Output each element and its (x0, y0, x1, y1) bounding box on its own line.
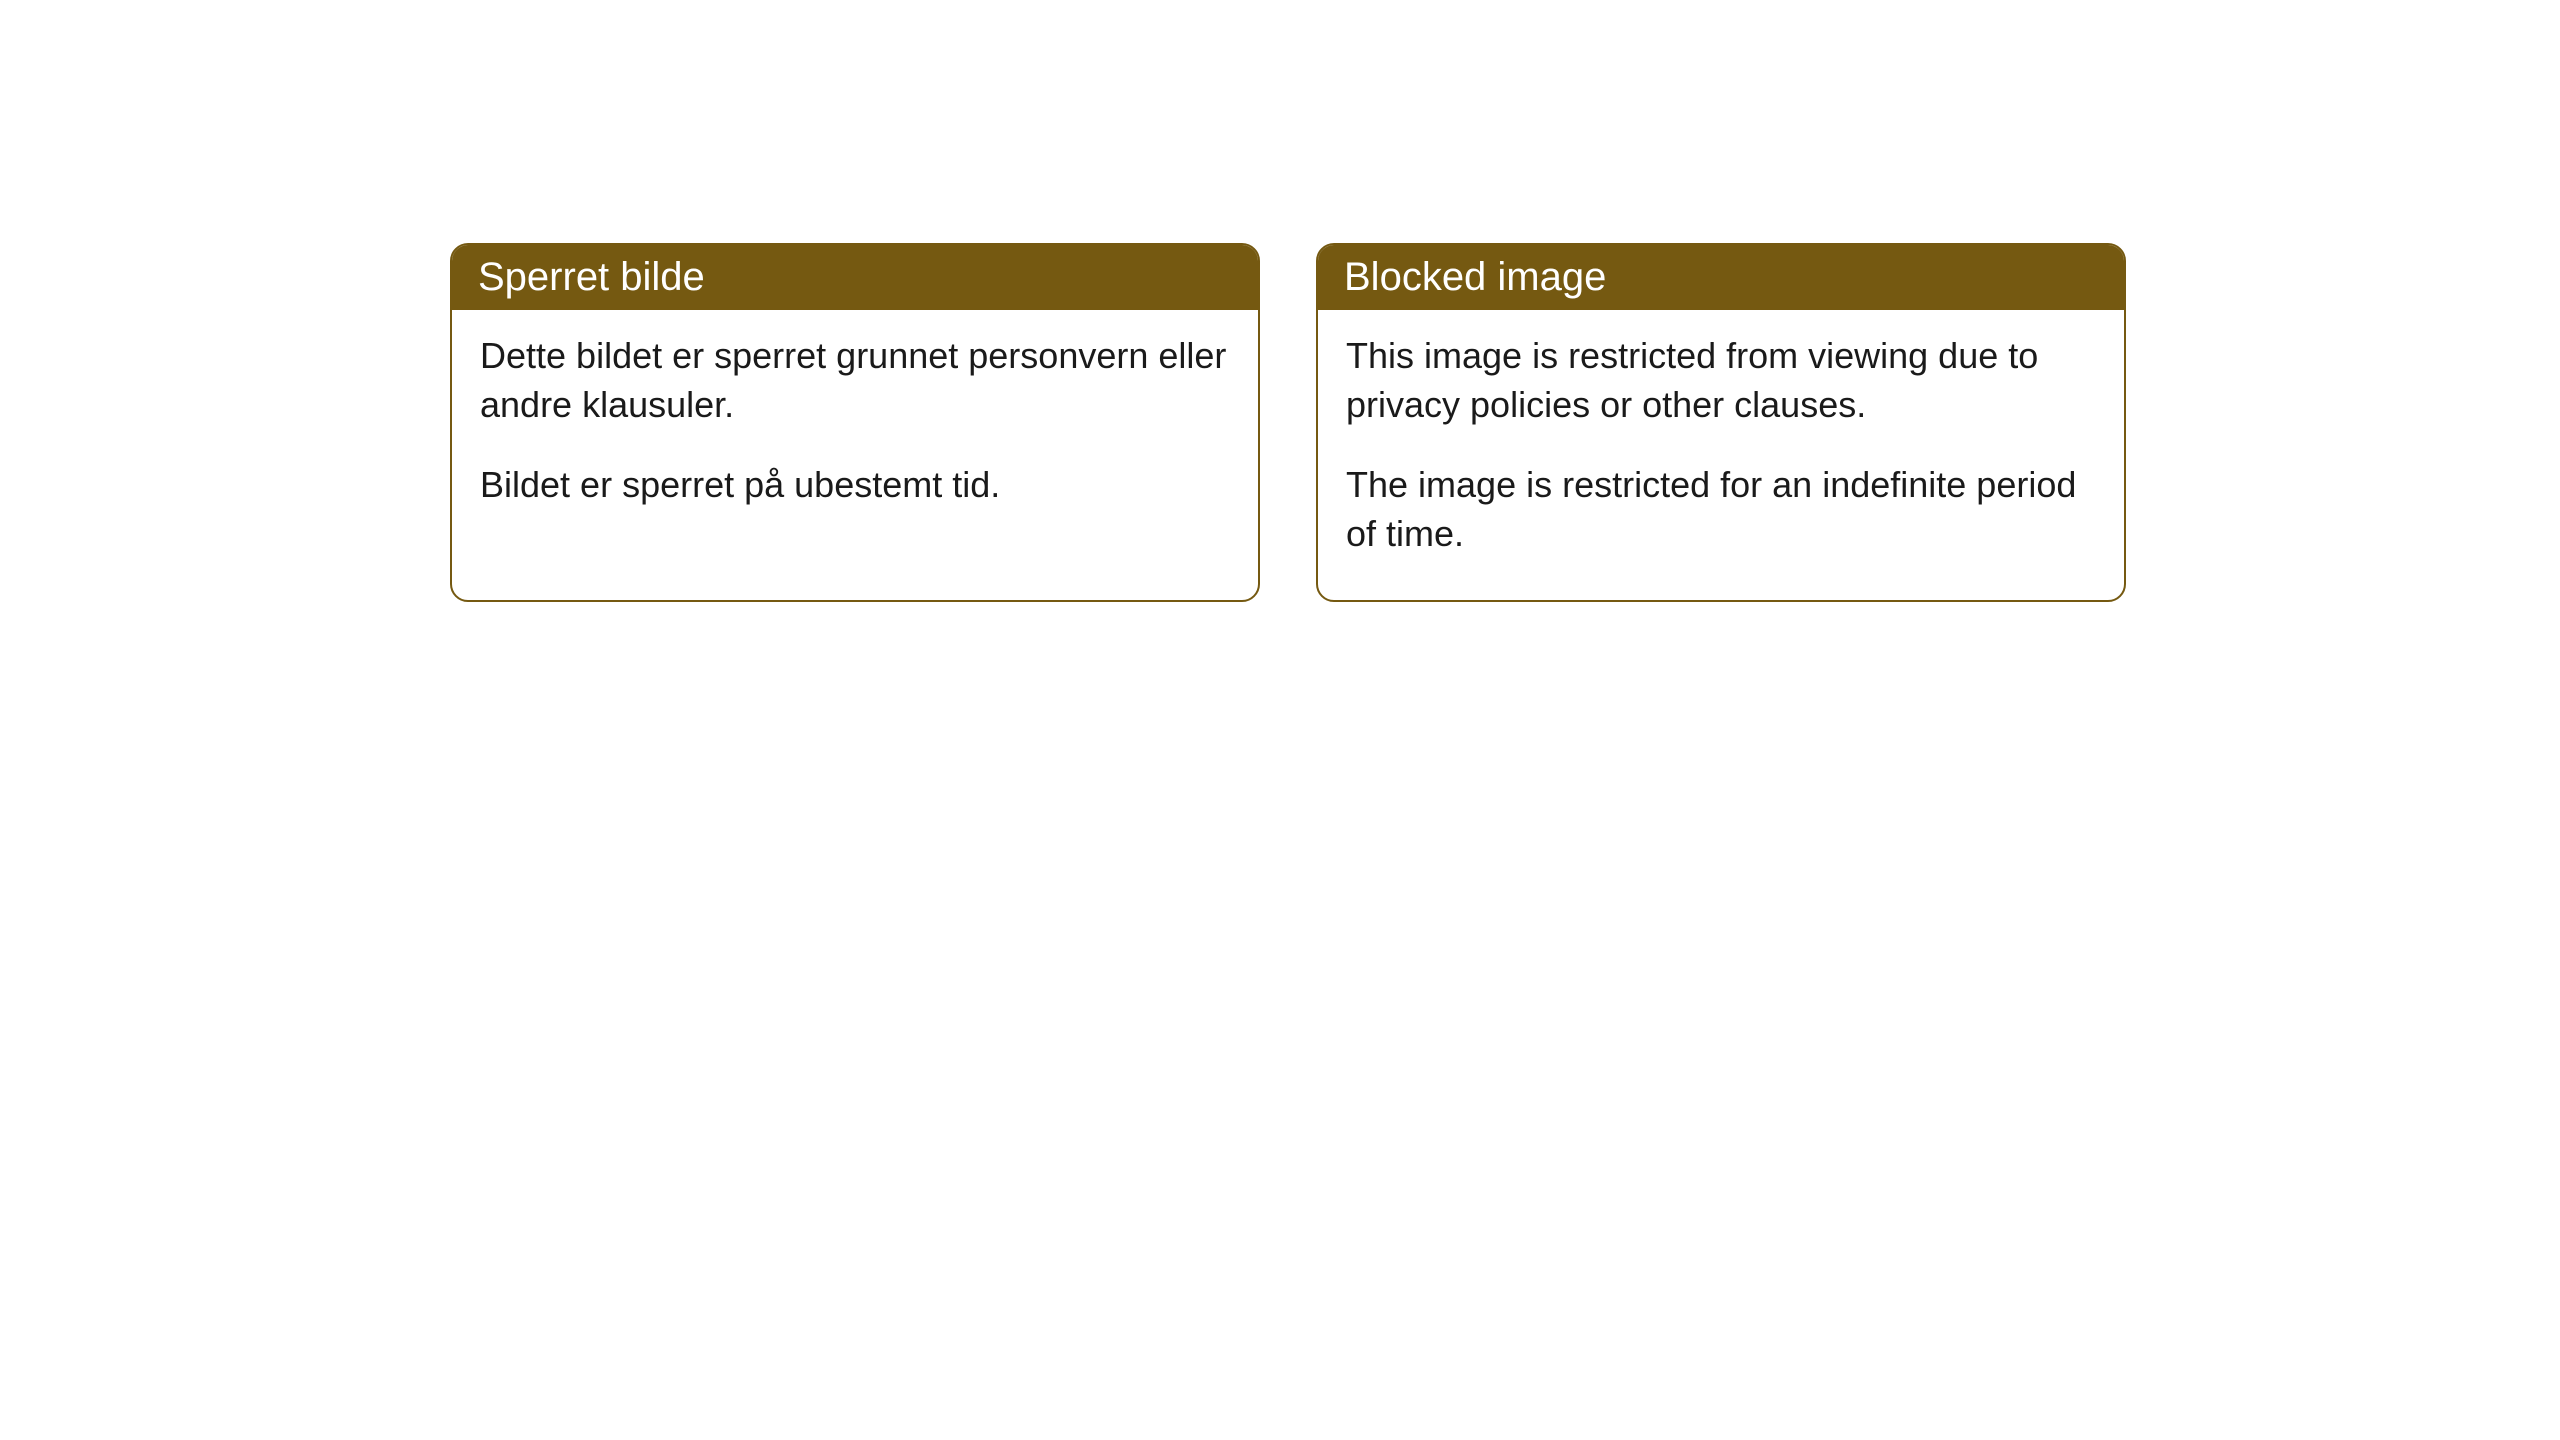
card-paragraph-2-english: The image is restricted for an indefinit… (1346, 461, 2096, 558)
card-title-norwegian: Sperret bilde (478, 255, 705, 299)
card-paragraph-2-norwegian: Bildet er sperret på ubestemt tid. (480, 461, 1230, 510)
notice-cards-container: Sperret bilde Dette bildet er sperret gr… (450, 243, 2126, 602)
card-body-english: This image is restricted from viewing du… (1318, 310, 2124, 600)
blocked-image-card-english: Blocked image This image is restricted f… (1316, 243, 2126, 602)
card-paragraph-1-norwegian: Dette bildet er sperret grunnet personve… (480, 332, 1230, 429)
card-header-english: Blocked image (1318, 245, 2124, 310)
card-title-english: Blocked image (1344, 255, 1606, 299)
blocked-image-card-norwegian: Sperret bilde Dette bildet er sperret gr… (450, 243, 1260, 602)
card-paragraph-1-english: This image is restricted from viewing du… (1346, 332, 2096, 429)
card-body-norwegian: Dette bildet er sperret grunnet personve… (452, 310, 1258, 552)
card-header-norwegian: Sperret bilde (452, 245, 1258, 310)
